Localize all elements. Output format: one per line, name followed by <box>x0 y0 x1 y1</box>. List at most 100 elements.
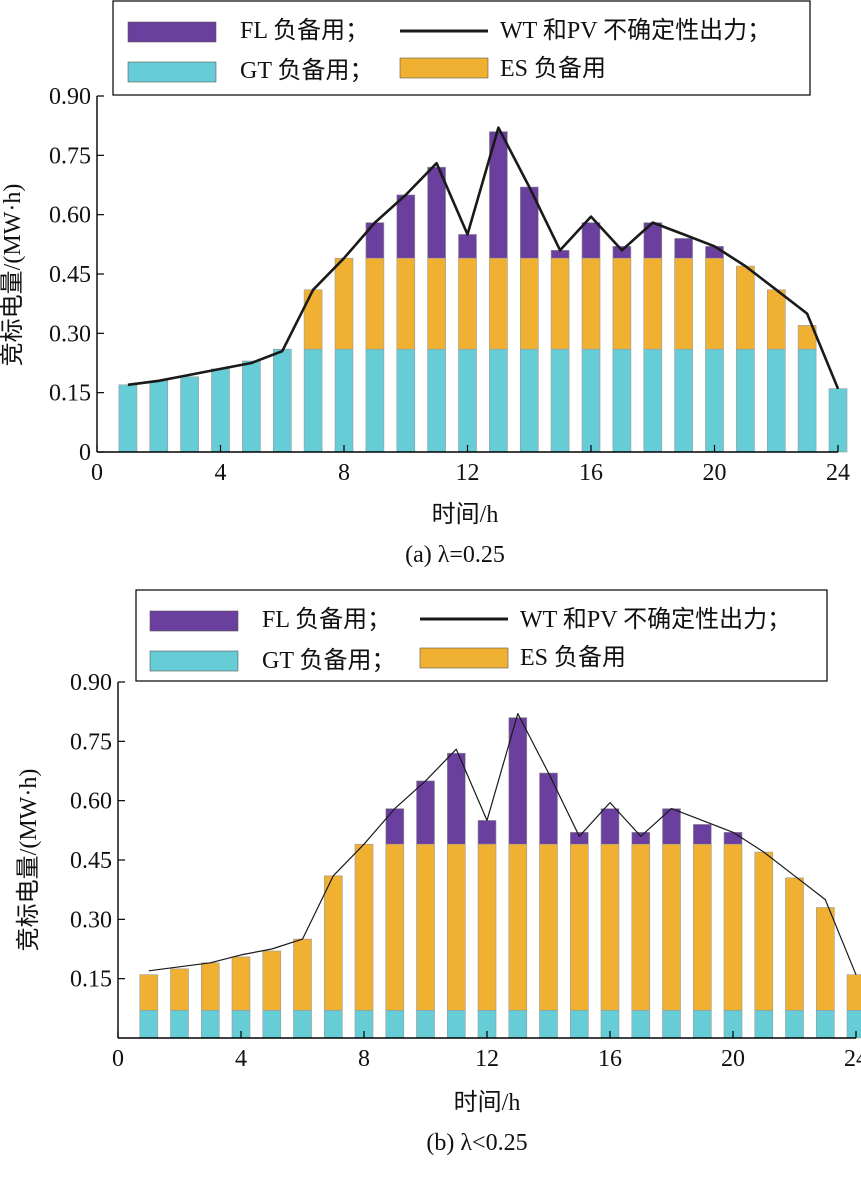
y-axis-label-a: 竞标电量/(MW·h) <box>0 184 26 367</box>
x-tick-label-b: 12 <box>475 1046 499 1072</box>
legend-a-frame <box>112 0 811 96</box>
bar-gt-b-13 <box>508 1009 528 1039</box>
bar-es-b-24 <box>846 974 861 1011</box>
bar-gt-a-17 <box>612 348 632 453</box>
bar-es-b-19 <box>692 843 712 1011</box>
bar-es-b-23 <box>815 907 835 1011</box>
y-tick-label-b: 0.30 <box>70 907 112 933</box>
bar-es-b-14 <box>539 843 558 1011</box>
bar-gt-b-9 <box>385 1009 405 1039</box>
legend-b-es-label: ES 负备用 <box>520 644 626 671</box>
bar-gt-a-10 <box>396 348 416 453</box>
bar-es-a-12 <box>458 257 477 350</box>
bar-es-a-18 <box>643 257 663 350</box>
bar-gt-a-23 <box>797 348 817 453</box>
x-tick-label-a: 12 <box>456 460 480 486</box>
bar-gt-a-20 <box>705 348 724 453</box>
bar-gt-a-1 <box>118 384 138 453</box>
bar-es-a-11 <box>427 257 446 350</box>
bar-fl-b-9 <box>385 808 405 845</box>
bar-gt-b-14 <box>539 1009 558 1039</box>
bar-gt-b-23 <box>815 1009 835 1039</box>
y-tick-label-a: 0 <box>79 440 91 466</box>
x-tick-label-b: 4 <box>235 1046 247 1072</box>
bar-fl-a-20 <box>705 246 724 259</box>
x-tick-label-b: 16 <box>598 1046 622 1072</box>
bar-gt-b-5 <box>262 1009 282 1039</box>
bar-es-b-5 <box>262 950 282 1011</box>
bar-es-a-17 <box>612 257 632 350</box>
bar-fl-b-10 <box>416 780 435 845</box>
y-tick-label-a: 0.15 <box>49 381 91 407</box>
bar-gt-b-22 <box>785 1009 804 1039</box>
bar-fl-a-11 <box>427 166 446 259</box>
legend-a-gt-swatch <box>127 61 217 83</box>
bar-es-b-17 <box>631 843 651 1011</box>
legend-b-line-label: WT 和PV 不确定性出力； <box>520 606 791 633</box>
y-tick-label-a: 0.90 <box>49 84 91 110</box>
x-tick-label-b: 20 <box>721 1046 745 1072</box>
bar-gt-a-15 <box>550 348 570 453</box>
x-tick-label-b: 0 <box>112 1046 124 1072</box>
x-tick-label-a: 8 <box>338 460 350 486</box>
chart-a: FL 负备用； WT 和PV 不确定性出力； GT 负备用； ES 负备用 00… <box>0 0 850 568</box>
bar-gt-a-24 <box>828 388 848 453</box>
legend-a-fl-swatch <box>127 21 217 43</box>
y-axis-label-b: 竞标电量/(MW·h) <box>15 769 42 952</box>
bar-es-a-22 <box>766 289 786 350</box>
bar-gt-a-14 <box>519 348 539 453</box>
x-axis-label-b: 时间/h <box>454 1089 521 1116</box>
bar-es-b-22 <box>785 877 804 1011</box>
bar-gt-b-11 <box>446 1009 466 1039</box>
bar-gt-a-22 <box>766 348 786 453</box>
bar-es-b-7 <box>323 875 343 1011</box>
x-tick-label-b: 24 <box>844 1046 861 1072</box>
legend-a-es-label: ES 负备用 <box>500 55 606 82</box>
x-tick-label-b: 8 <box>358 1046 370 1072</box>
bar-gt-a-12 <box>458 348 477 453</box>
bar-gt-a-13 <box>489 348 508 453</box>
bar-fl-a-10 <box>396 194 416 259</box>
bar-gt-a-7 <box>303 348 323 453</box>
bar-es-a-9 <box>365 257 385 350</box>
bar-es-b-18 <box>662 843 681 1011</box>
bar-gt-a-11 <box>427 348 446 453</box>
bar-es-a-7 <box>303 289 323 350</box>
bar-fl-b-11 <box>446 752 466 845</box>
y-tick-label-a: 0.75 <box>49 143 91 169</box>
chart-b: FL 负备用； WT 和PV 不确定性出力； GT 负备用； ES 负备用 0.… <box>15 589 861 1156</box>
bar-es-a-21 <box>736 265 755 350</box>
bar-es-b-4 <box>231 956 251 1011</box>
bar-gt-b-19 <box>692 1009 712 1039</box>
bar-es-a-15 <box>550 257 570 350</box>
bar-gt-b-2 <box>170 1009 189 1039</box>
bar-fl-b-12 <box>477 820 497 845</box>
bar-es-b-16 <box>600 843 620 1011</box>
bar-es-b-9 <box>385 843 405 1011</box>
bar-fl-b-16 <box>600 808 620 845</box>
legend-b-gt-label: GT 负备用； <box>262 647 396 674</box>
bar-fl-b-20 <box>723 831 743 845</box>
bar-es-b-12 <box>477 843 497 1011</box>
x-tick-label-a: 20 <box>703 460 727 486</box>
bar-gt-b-3 <box>201 1009 220 1039</box>
bar-es-a-10 <box>396 257 416 350</box>
y-tick-label-a: 0.45 <box>49 262 91 288</box>
bar-gt-b-6 <box>293 1009 312 1039</box>
bar-fl-b-15 <box>569 831 589 845</box>
caption-b: (b) λ<0.25 <box>426 1130 527 1156</box>
bar-fl-a-12 <box>458 234 477 259</box>
uncertainty-line-b <box>148 712 857 975</box>
bar-es-b-1 <box>139 974 159 1011</box>
bar-gt-a-3 <box>180 376 199 453</box>
bar-fl-a-17 <box>612 246 632 259</box>
x-tick-label-a: 0 <box>91 460 103 486</box>
x-tick-label-a: 16 <box>579 460 603 486</box>
legend-b-es-swatch <box>419 647 509 669</box>
bar-fl-b-19 <box>692 824 712 845</box>
bar-es-b-3 <box>201 962 220 1011</box>
bar-gt-b-21 <box>754 1009 774 1039</box>
bar-gt-a-18 <box>643 348 663 453</box>
legend-b-gt-swatch <box>149 650 239 672</box>
